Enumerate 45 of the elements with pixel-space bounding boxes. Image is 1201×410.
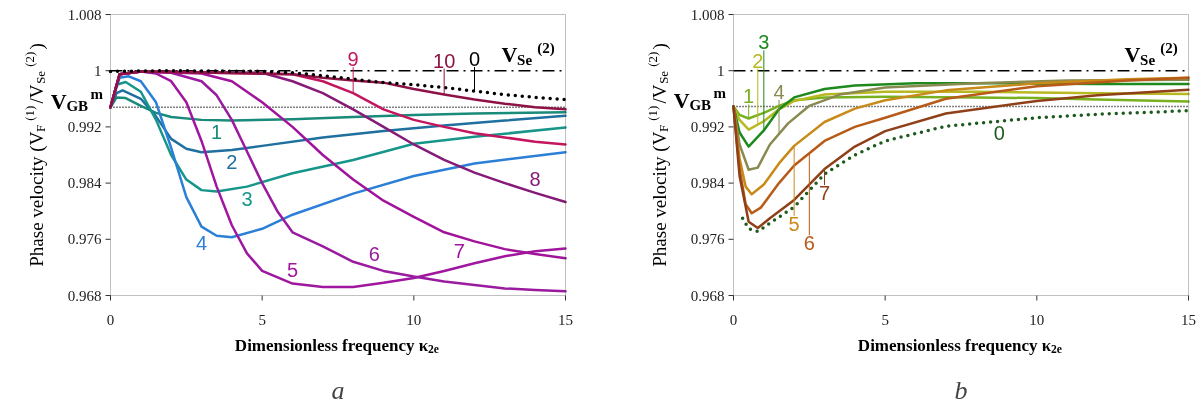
y-tick-label: 0.984 — [690, 175, 725, 192]
annotation: 0 — [468, 48, 481, 71]
annotation: 5 — [788, 212, 800, 235]
annotation: 1 — [743, 85, 755, 108]
ref-line-label: VSe(2) — [1124, 39, 1178, 68]
y-tick-label: 1 — [94, 62, 102, 79]
y-tick-label: 0.976 — [690, 231, 725, 248]
ref-line-label: VSe(2) — [501, 39, 555, 68]
y-tick-label: 0.968 — [67, 287, 102, 304]
annotation: 4 — [773, 80, 785, 103]
annotation: 4 — [195, 231, 208, 254]
y-tick-label: 1 — [717, 62, 725, 79]
annotation: 6 — [803, 232, 815, 255]
x-tick-label: 15 — [558, 311, 573, 328]
annotation: 1 — [211, 121, 223, 144]
y-tick-label: 0.968 — [690, 287, 725, 304]
annotation: 6 — [368, 243, 380, 266]
y-axis-title: Phase velocity (VF(1)/VSe(2)) — [23, 43, 48, 267]
y-tick-label: 0.976 — [67, 231, 102, 248]
y-tick-label: 0.984 — [67, 175, 102, 192]
annotation: 2 — [226, 151, 238, 174]
x-tick-label: 15 — [1181, 311, 1196, 328]
y-tick-label: 0.992 — [690, 118, 725, 135]
x-tick-label: 0 — [106, 311, 115, 328]
y-axis-title: Phase velocity (VF(1)/VSe(2)) — [646, 43, 671, 267]
annotation: 5 — [286, 258, 299, 281]
text: b — [954, 376, 968, 405]
annotation: 10 — [433, 49, 456, 72]
ref-line-label: VGBm — [50, 86, 104, 115]
x-tick-label: 10 — [406, 311, 422, 328]
annotation: 7 — [453, 239, 465, 262]
y-tick-label: 0.992 — [67, 118, 102, 135]
annotation: 8 — [529, 167, 541, 190]
text: a — [331, 376, 345, 405]
annotation: 3 — [241, 187, 253, 210]
ref-line-label: VGBm — [673, 85, 727, 114]
y-tick-label: 1.008 — [67, 6, 102, 23]
annotation: 7 — [818, 182, 831, 205]
x-tick-label: 10 — [1029, 311, 1045, 328]
x-tick-label: 5 — [258, 311, 266, 328]
x-tick-label: 0 — [729, 311, 738, 328]
y-tick-label: 1.008 — [690, 6, 725, 23]
annotation: 0 — [993, 122, 1005, 145]
annotation: 9 — [347, 48, 359, 71]
x-tick-label: 5 — [881, 311, 889, 328]
